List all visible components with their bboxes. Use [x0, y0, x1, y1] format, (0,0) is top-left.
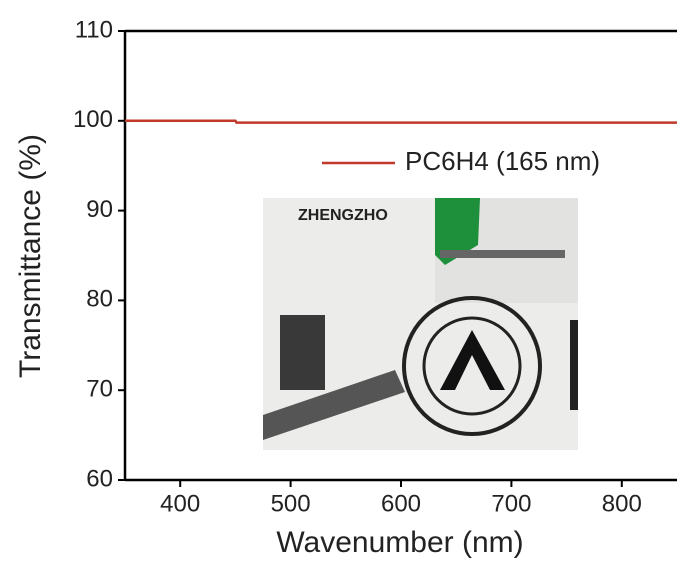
y-tick-label: 60	[86, 465, 113, 492]
x-tick-label: 700	[491, 490, 531, 517]
x-tick-label: 600	[381, 490, 421, 517]
y-tick-label: 100	[73, 106, 113, 133]
y-tick-label: 70	[86, 376, 113, 403]
y-tick-label: 90	[86, 196, 113, 223]
x-axis-label: Wavenumber (nm)	[276, 526, 523, 559]
legend-label: PC6H4 (165 nm)	[405, 146, 600, 176]
inset-photo	[263, 198, 578, 450]
y-tick-label: 110	[75, 16, 113, 43]
inset-text: ZHENGZHO	[298, 207, 388, 224]
x-tick-label: 800	[602, 490, 642, 517]
y-tick-label: 80	[86, 286, 113, 313]
data-line	[125, 119, 677, 124]
y-axis-label: Transmittance (%)	[14, 134, 47, 378]
x-tick-label: 500	[271, 490, 311, 517]
x-tick-label: 400	[160, 490, 200, 517]
